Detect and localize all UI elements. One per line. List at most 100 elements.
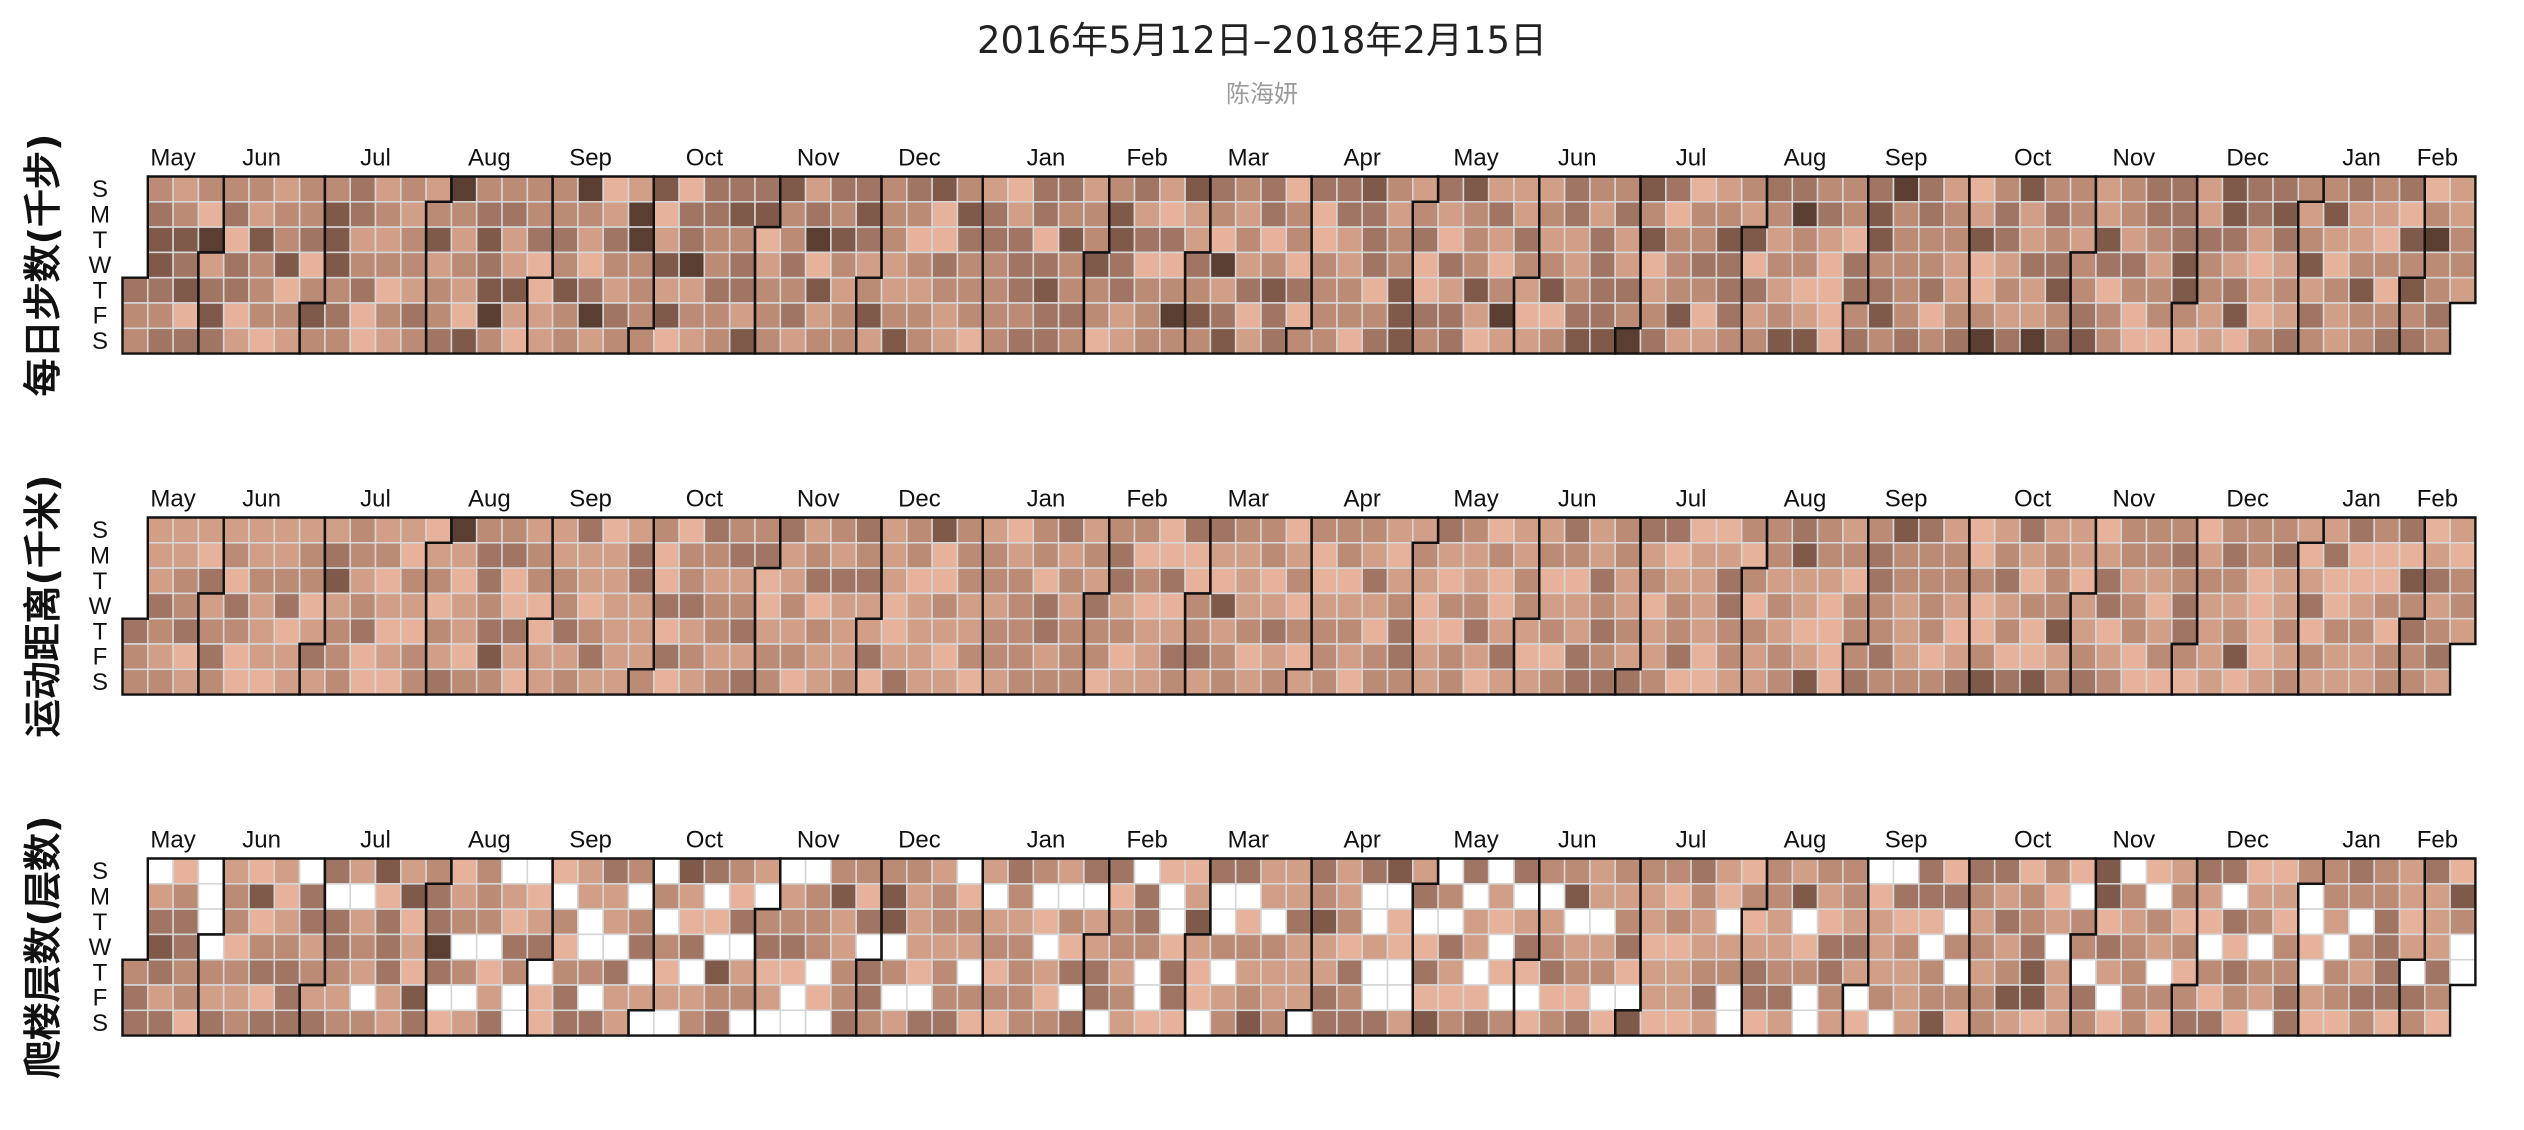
heatmap-cell	[602, 251, 630, 279]
heatmap-cell	[1007, 567, 1035, 595]
heatmap-cell	[2373, 567, 2401, 595]
heatmap-cell	[2095, 617, 2122, 645]
heatmap-cell	[2424, 882, 2451, 910]
heatmap-cell	[1032, 617, 1060, 645]
month-label: May	[150, 486, 195, 513]
heatmap-cell	[2044, 276, 2072, 304]
heatmap-cell	[551, 327, 579, 355]
heatmap-cell	[450, 882, 478, 910]
heatmap-cell	[1842, 541, 1870, 569]
heatmap-cell	[1867, 882, 1895, 910]
heatmap-cell	[1842, 201, 1870, 228]
heatmap-cell	[1184, 933, 1212, 961]
heatmap-cell	[931, 541, 959, 569]
heatmap-cell	[197, 668, 225, 696]
heatmap-cell	[1943, 516, 1971, 544]
heatmap-cell	[1057, 327, 1085, 355]
heatmap-cell	[2424, 857, 2451, 885]
heatmap-cell	[1007, 958, 1035, 986]
heatmap-cell	[1614, 201, 1642, 228]
heatmap-cell	[855, 251, 883, 279]
heatmap-cell	[1639, 908, 1667, 936]
heatmap-cell	[222, 933, 250, 961]
heatmap-cell	[602, 516, 630, 544]
heatmap-cell	[248, 908, 276, 936]
heatmap-cell	[298, 857, 326, 885]
heatmap-cell	[2424, 1009, 2451, 1037]
heatmap-cell	[855, 668, 883, 696]
heatmap-cell	[1159, 1009, 1186, 1037]
heatmap-cell	[2196, 617, 2224, 645]
heatmap-cell	[399, 567, 427, 595]
heatmap-cell	[1260, 226, 1288, 254]
heatmap-cell	[2297, 567, 2325, 595]
heatmap-cell	[1589, 251, 1617, 279]
month-label: Oct	[686, 145, 724, 172]
heatmap-cell	[855, 226, 883, 254]
heatmap-cell	[298, 643, 326, 671]
month-label: Jun	[1558, 145, 1597, 172]
heatmap-cell	[349, 516, 377, 544]
heatmap-cell	[1159, 327, 1186, 355]
heatmap-cell	[1513, 201, 1541, 228]
heatmap-cell	[1943, 251, 1971, 279]
heatmap-cell	[1791, 643, 1819, 671]
heatmap-cell	[1083, 882, 1111, 910]
heatmap-cell	[1690, 327, 1718, 355]
heatmap-cell	[1943, 1009, 1971, 1037]
heatmap-cell	[1943, 567, 1971, 595]
heatmap-cell	[2069, 327, 2097, 355]
heatmap-cell	[627, 201, 655, 228]
heatmap-cell	[1437, 933, 1465, 961]
heatmap-cell	[1715, 643, 1743, 671]
heatmap-cell	[1639, 516, 1667, 544]
heatmap-cell	[501, 908, 529, 936]
heatmap-cell	[551, 226, 579, 254]
heatmap-cell	[1690, 882, 1718, 910]
heatmap-cell	[2171, 617, 2198, 645]
heatmap-cell	[551, 958, 579, 986]
heatmap-cell	[1412, 643, 1439, 671]
heatmap-cell	[1968, 958, 1996, 986]
heatmap-cell	[2019, 984, 2047, 1012]
heatmap-cell	[1234, 251, 1262, 279]
heatmap-cell	[1538, 643, 1566, 671]
heatmap-cell	[2171, 984, 2198, 1012]
heatmap-cell	[678, 882, 706, 910]
heatmap-cell	[450, 984, 478, 1012]
heatmap-cell	[905, 175, 933, 203]
heatmap-cell	[2297, 933, 2325, 961]
heatmap-cell	[2145, 541, 2173, 569]
heatmap-cell	[1589, 175, 1617, 203]
heatmap-cell	[1867, 617, 1895, 645]
heatmap-cell	[2322, 327, 2350, 355]
heatmap-cell	[1336, 327, 1364, 355]
month-outline	[2398, 857, 2477, 1037]
heatmap-cell	[147, 984, 174, 1012]
heatmap-cell	[324, 175, 351, 203]
heatmap-cell	[475, 226, 503, 254]
heatmap-cell	[197, 958, 225, 986]
heatmap-cell	[956, 908, 984, 936]
heatmap-cell	[349, 984, 377, 1012]
heatmap-cell	[551, 201, 579, 228]
heatmap-cell	[2171, 201, 2198, 228]
heatmap-cell	[1715, 908, 1743, 936]
heatmap-cell	[1133, 226, 1161, 254]
heatmap-cell	[1386, 1009, 1414, 1037]
heatmap-cell	[2019, 617, 2047, 645]
heatmap-cell	[1563, 857, 1591, 885]
heatmap-cell	[880, 617, 908, 645]
heatmap-cell	[703, 276, 731, 304]
heatmap-cell	[728, 567, 756, 595]
heatmap-cell	[526, 516, 554, 544]
heatmap-cell	[703, 617, 731, 645]
heatmap-cell	[602, 857, 630, 885]
heatmap-cell	[1614, 882, 1642, 910]
heatmap-cell	[121, 643, 149, 671]
heatmap-cell	[703, 251, 731, 279]
month-outlines	[121, 175, 2477, 355]
heatmap-cell	[2398, 276, 2426, 304]
heatmap-cell	[1867, 567, 1895, 595]
heatmap-cell	[1361, 617, 1389, 645]
